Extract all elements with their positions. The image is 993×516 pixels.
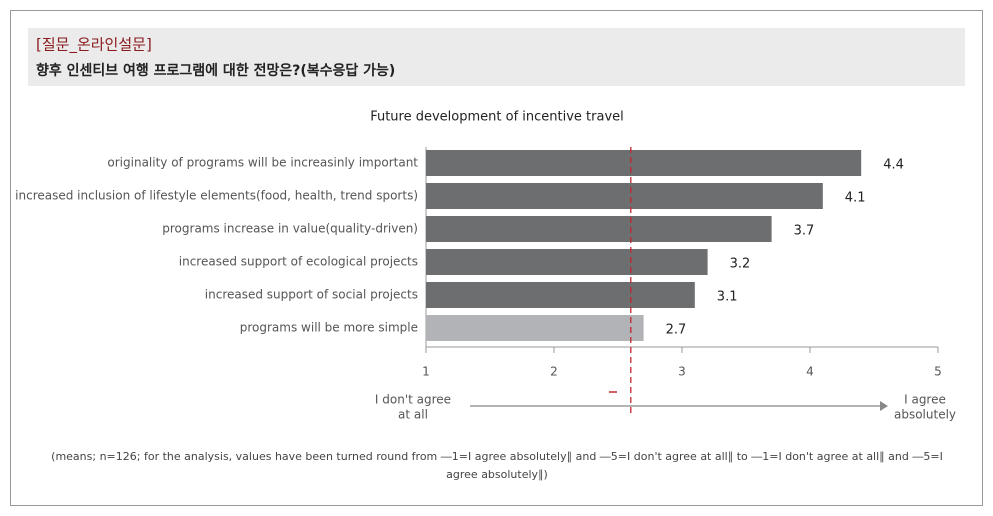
bar — [426, 315, 644, 341]
bar — [426, 249, 708, 275]
value-label: 3.2 — [730, 257, 751, 272]
value-label: 4.4 — [883, 158, 904, 173]
category-label: increased inclusion of lifestyle element… — [15, 189, 418, 203]
footnote: (means; n=126; for the analysis, values … — [51, 450, 943, 463]
x-tick-label: 5 — [934, 365, 942, 379]
footnote: agree absolutely∥) — [446, 468, 548, 481]
header-title: [질문_온라인설문] — [36, 36, 152, 55]
bar — [426, 282, 695, 308]
header-band — [28, 28, 965, 86]
axis-left-label: I don't agree — [375, 393, 451, 407]
chart-title: Future development of incentive travel — [370, 110, 624, 125]
category-label: programs will be more simple — [240, 321, 418, 335]
category-label: increased support of social projects — [205, 288, 418, 302]
x-tick-label: 2 — [550, 365, 558, 379]
bar — [426, 150, 862, 176]
axis-left-label: at all — [398, 408, 428, 422]
x-tick-label: 1 — [422, 365, 430, 379]
bar — [426, 183, 823, 209]
axis-right-label: absolutely — [894, 408, 956, 422]
value-label: 3.1 — [717, 290, 738, 305]
header-subtitle: 향후 인센티브 여행 프로그램에 대한 전망은?(복수응답 가능) — [36, 62, 395, 79]
value-label: 3.7 — [794, 224, 815, 239]
arrow-head — [880, 401, 888, 411]
category-label: increased support of ecological projects — [179, 255, 418, 269]
category-label: originality of programs will be increasi… — [107, 156, 418, 170]
frame — [10, 10, 983, 506]
value-label: 2.7 — [666, 323, 687, 338]
category-label: programs increase in value(quality-drive… — [162, 222, 418, 236]
x-tick-label: 4 — [806, 365, 814, 379]
bar — [426, 216, 772, 242]
value-label: 4.1 — [845, 191, 866, 206]
axis-right-label: I agree — [904, 393, 946, 407]
x-tick-label: 3 — [678, 365, 686, 379]
